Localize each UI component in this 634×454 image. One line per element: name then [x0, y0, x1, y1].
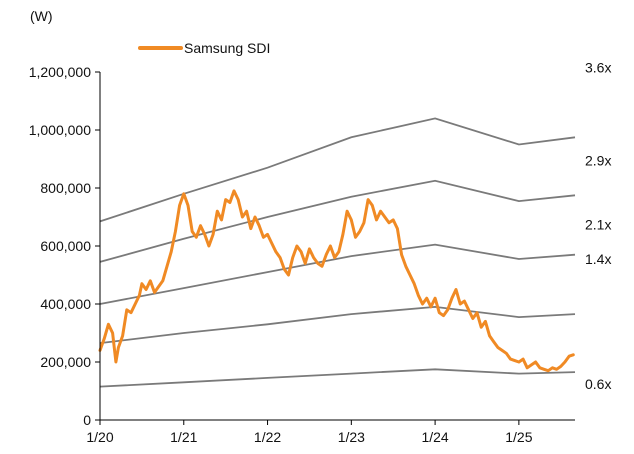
y-tick-label: 200,000 — [40, 354, 91, 370]
y-axis-ticks: 0 200,000 400,000 600,000 800,000 1,000,000 1,… — [29, 64, 100, 428]
band-label-0-6x: 0.6x — [585, 376, 611, 392]
band-label-2-1x: 2.1x — [585, 217, 611, 233]
x-tick-label: 1/20 — [86, 429, 113, 445]
legend-label-samsung-sdi: Samsung SDI — [184, 40, 270, 56]
band-labels: 3.6x 2.9x 2.1x 1.4x 0.6x — [585, 59, 611, 392]
x-tick-label: 1/23 — [338, 429, 365, 445]
y-tick-label: 0 — [83, 412, 91, 428]
x-tick-label: 1/21 — [170, 429, 197, 445]
band-label-1-4x: 1.4x — [585, 251, 611, 267]
band-line-2-1x — [99, 243, 576, 305]
y-tick-label: 1,000,000 — [29, 122, 91, 138]
band-line-0-6x — [99, 368, 576, 388]
band-line-2-9x — [99, 179, 576, 263]
legend: Samsung SDI — [138, 40, 270, 56]
y-tick-label: 600,000 — [40, 238, 91, 254]
price-series — [98, 189, 575, 373]
x-tick-label: 1/22 — [254, 429, 281, 445]
band-line-1-4x — [99, 305, 576, 344]
x-tick-label: 1/24 — [421, 429, 448, 445]
y-tick-label: 400,000 — [40, 296, 91, 312]
y-tick-label: 1,200,000 — [29, 64, 91, 80]
y-unit-label: (W) — [30, 8, 53, 24]
x-tick-label: 1/25 — [505, 429, 532, 445]
x-axis-ticks: 1/20 1/21 1/22 1/23 1/24 1/25 — [86, 420, 533, 445]
series-line-samsung-sdi — [98, 189, 575, 373]
band-label-2-9x: 2.9x — [585, 152, 611, 168]
band-line-3-6x — [99, 117, 576, 223]
band-label-3-6x: 3.6x — [585, 59, 611, 75]
y-tick-label: 800,000 — [40, 180, 91, 196]
